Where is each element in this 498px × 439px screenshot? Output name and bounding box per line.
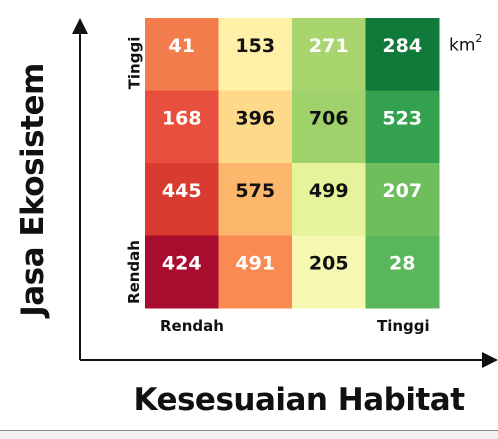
y-low-label-text: Rendah [125, 240, 144, 304]
heatmap-cell [218, 235, 293, 309]
heatmap-value-labels: 41 153 271 284 168 396 706 523 445 575 499 207 424 49… [162, 35, 422, 275]
heatmap-cell-value: 523 [382, 108, 422, 130]
y-high-label: Tinggi [124, 30, 144, 96]
heatmap-cell-value: 41 [169, 35, 195, 57]
heatmap-cell [292, 90, 366, 164]
heatmap-cell-value: 205 [309, 253, 349, 275]
heatmap-cell-value: 499 [309, 180, 349, 202]
y-axis-title: Jasa Ekosistem [8, 45, 58, 335]
y-high-label-text: Tinggi [125, 36, 144, 90]
unit-text: km [449, 35, 476, 56]
heatmap-cell-value: 168 [162, 108, 202, 130]
heatmap-cell-value: 706 [309, 108, 349, 130]
y-low-label: Rendah [124, 234, 144, 310]
heatmap-cell [145, 18, 219, 91]
unit-superscript: 2 [475, 32, 483, 45]
heatmap-cell [218, 163, 293, 236]
heatmap-cell-value: 396 [235, 108, 275, 130]
heatmap-cell [365, 18, 440, 91]
heatmap-cell-value: 424 [162, 253, 202, 275]
heatmap-cell-value: 491 [235, 253, 275, 275]
heatmap-cell-value: 445 [162, 180, 202, 202]
heatmap-cell [145, 235, 219, 309]
heatmap-cell [365, 163, 440, 236]
heatmap-cell-value: 575 [235, 180, 275, 202]
unit-label: km2 [449, 32, 483, 56]
x-axis-title: Kesesuaian Habitat [133, 382, 465, 418]
heatmap-cell [145, 90, 219, 164]
heatmap-cell-value: 153 [235, 35, 275, 57]
heatmap-cell [365, 235, 440, 309]
heatmap-cell [365, 90, 440, 164]
x-high-label: Tinggi [377, 317, 430, 335]
x-low-label: Rendah [160, 317, 224, 335]
heatmap-cell [218, 90, 293, 164]
bottom-divider [0, 430, 498, 439]
heatmap-cells [145, 18, 440, 309]
y-axis-title-text: Jasa Ekosistem [15, 63, 51, 317]
heatmap-cell-value: 207 [382, 180, 422, 202]
heatmap-cell-value: 28 [389, 253, 415, 275]
heatmap-cell [292, 18, 366, 91]
heatmap-cell [292, 235, 366, 309]
heatmap-cell-value: 284 [382, 35, 422, 57]
heatmap-cell-value: 271 [309, 35, 349, 57]
heatmap-cell [292, 163, 366, 236]
heatmap-cell [145, 163, 219, 236]
heatmap-cell [218, 18, 293, 91]
